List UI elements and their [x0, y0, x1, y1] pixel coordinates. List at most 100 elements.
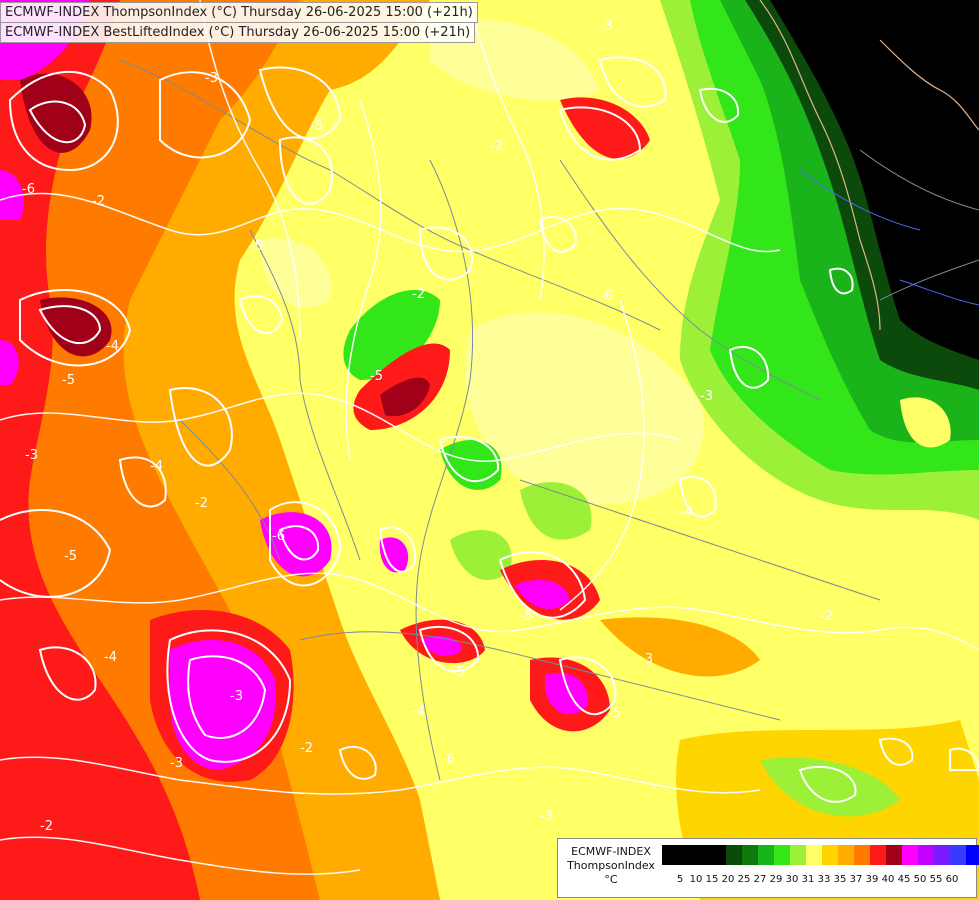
contour-label: -5	[370, 369, 383, 384]
contour-label: -6	[272, 529, 285, 544]
contour-label: -4	[150, 459, 163, 474]
lifted-index-contours-secondary	[0, 0, 979, 875]
legend-parameter: ThompsonIndex	[567, 859, 655, 872]
dark-red-streak-central	[380, 377, 430, 417]
legend-tick-label: 10	[689, 874, 703, 885]
legend-swatch	[950, 845, 966, 865]
magenta-patch-west-edge-2	[0, 340, 19, 385]
contour-label: -5	[64, 549, 77, 564]
legend-tick-label: 60	[945, 874, 959, 885]
legend-tick-label: 25	[737, 874, 751, 885]
rivers-northeast	[799, 169, 979, 306]
magenta-patch-west-edge	[0, 170, 24, 220]
contour-label: -6	[442, 752, 455, 767]
legend-tick-label: 39	[865, 874, 879, 885]
contour-label: -3	[540, 809, 553, 824]
legend-swatch	[742, 845, 758, 865]
light-green-patch-southeast	[760, 757, 900, 817]
lifted-index-contours	[0, 56, 979, 803]
map-title-best-lifted-index: ECMWF-INDEX BestLiftedIndex (°C) Thursda…	[0, 22, 476, 43]
contour-label: -2	[40, 819, 53, 834]
contour-label: -5	[310, 119, 323, 134]
black-region-northeast	[770, 0, 979, 360]
legend-tick-label: 50	[913, 874, 927, 885]
legend-tick-label: 5	[676, 874, 684, 885]
green-patch-central-north	[343, 290, 440, 380]
legend-swatch	[966, 845, 979, 865]
magenta-patch-central	[379, 537, 409, 573]
contour-labels: -3 -5 -6 -2 -4 -5 -3 -2 -6 -5 -4 -3 -2 -5 -4 -6 -3 -5 -4 -2…	[22, 19, 873, 864]
legend-tick-label: 33	[817, 874, 831, 885]
contour-label: -3	[230, 689, 243, 704]
contour-label: -5	[62, 373, 75, 388]
contour-label: -3	[600, 19, 613, 34]
legend-tick-label: 40	[881, 874, 895, 885]
contour-label: -4	[104, 650, 117, 665]
contour-label: -2	[820, 609, 833, 624]
legend-tick-label: 55	[929, 874, 943, 885]
legend-swatch	[678, 845, 694, 865]
contour-label: -4	[412, 704, 425, 719]
legend-tick-label: 30	[785, 874, 799, 885]
contour-label: -6	[600, 289, 613, 304]
contour-label: -5	[608, 706, 621, 721]
contour-label: -4	[680, 505, 693, 520]
dark-red-patch-west	[40, 297, 112, 357]
magenta-patch-south-central	[420, 635, 462, 656]
map-title-thompson-index: ECMWF-INDEX ThompsonIndex (°C) Thursday …	[0, 2, 478, 23]
legend-swatch	[838, 845, 854, 865]
legend-swatch	[662, 845, 678, 865]
country-borders	[119, 59, 979, 781]
contour-label: -2	[92, 194, 105, 209]
legend-tick-label: 27	[753, 874, 767, 885]
legend-swatch	[774, 845, 790, 865]
contour-label: -3	[640, 652, 653, 667]
legend-swatch	[918, 845, 934, 865]
legend-swatch	[726, 845, 742, 865]
contour-label: -5	[452, 665, 465, 680]
yellow-spot-east	[900, 397, 951, 448]
legend-swatch	[758, 845, 774, 865]
contour-label: -2	[490, 139, 503, 154]
red-region-west	[0, 0, 200, 900]
dark-red-patch-nw	[20, 73, 92, 153]
legend-swatch	[790, 845, 806, 865]
pale-yellow-region-center	[465, 312, 704, 505]
contour-label: -3	[205, 71, 218, 86]
legend-swatch	[870, 845, 886, 865]
contour-label: -3	[25, 448, 38, 463]
legend-labels: ECMWF-INDEX ThompsonIndex °C	[562, 845, 660, 887]
magenta-patch-west-central	[260, 512, 332, 577]
legend-tick-label: 31	[801, 874, 815, 885]
legend-tick-label: 20	[721, 874, 735, 885]
magenta-patch-central-south	[515, 580, 570, 609]
legend-tick-label: 35	[833, 874, 847, 885]
legend-tick-label: 45	[897, 874, 911, 885]
legend-swatch	[710, 845, 726, 865]
legend-tick-label: 37	[849, 874, 863, 885]
contour-label: -6	[22, 182, 35, 197]
green-patch-central	[440, 440, 502, 490]
contour-label: -2	[195, 496, 208, 511]
legend-tick-label: 29	[769, 874, 783, 885]
legend-swatch	[854, 845, 870, 865]
legend-swatch	[934, 845, 950, 865]
legend-swatch	[822, 845, 838, 865]
light-green-patch-central-2	[520, 482, 592, 540]
legend-swatches	[662, 845, 979, 865]
contour-label: -5	[250, 239, 263, 254]
contour-label: -4	[106, 339, 119, 354]
contour-label: -2	[300, 741, 313, 756]
magenta-cluster-southwest	[170, 640, 276, 770]
legend-tick-label: 15	[705, 874, 719, 885]
contour-label: -3	[170, 756, 183, 771]
contour-label: -5	[520, 609, 533, 624]
legend-swatch	[886, 845, 902, 865]
legend-unit: °C	[604, 873, 618, 886]
light-green-patch-central	[450, 530, 512, 580]
legend-swatch	[902, 845, 918, 865]
legend-swatch	[694, 845, 710, 865]
legend-model: ECMWF-INDEX	[571, 845, 651, 858]
red-patch-north	[560, 97, 650, 160]
